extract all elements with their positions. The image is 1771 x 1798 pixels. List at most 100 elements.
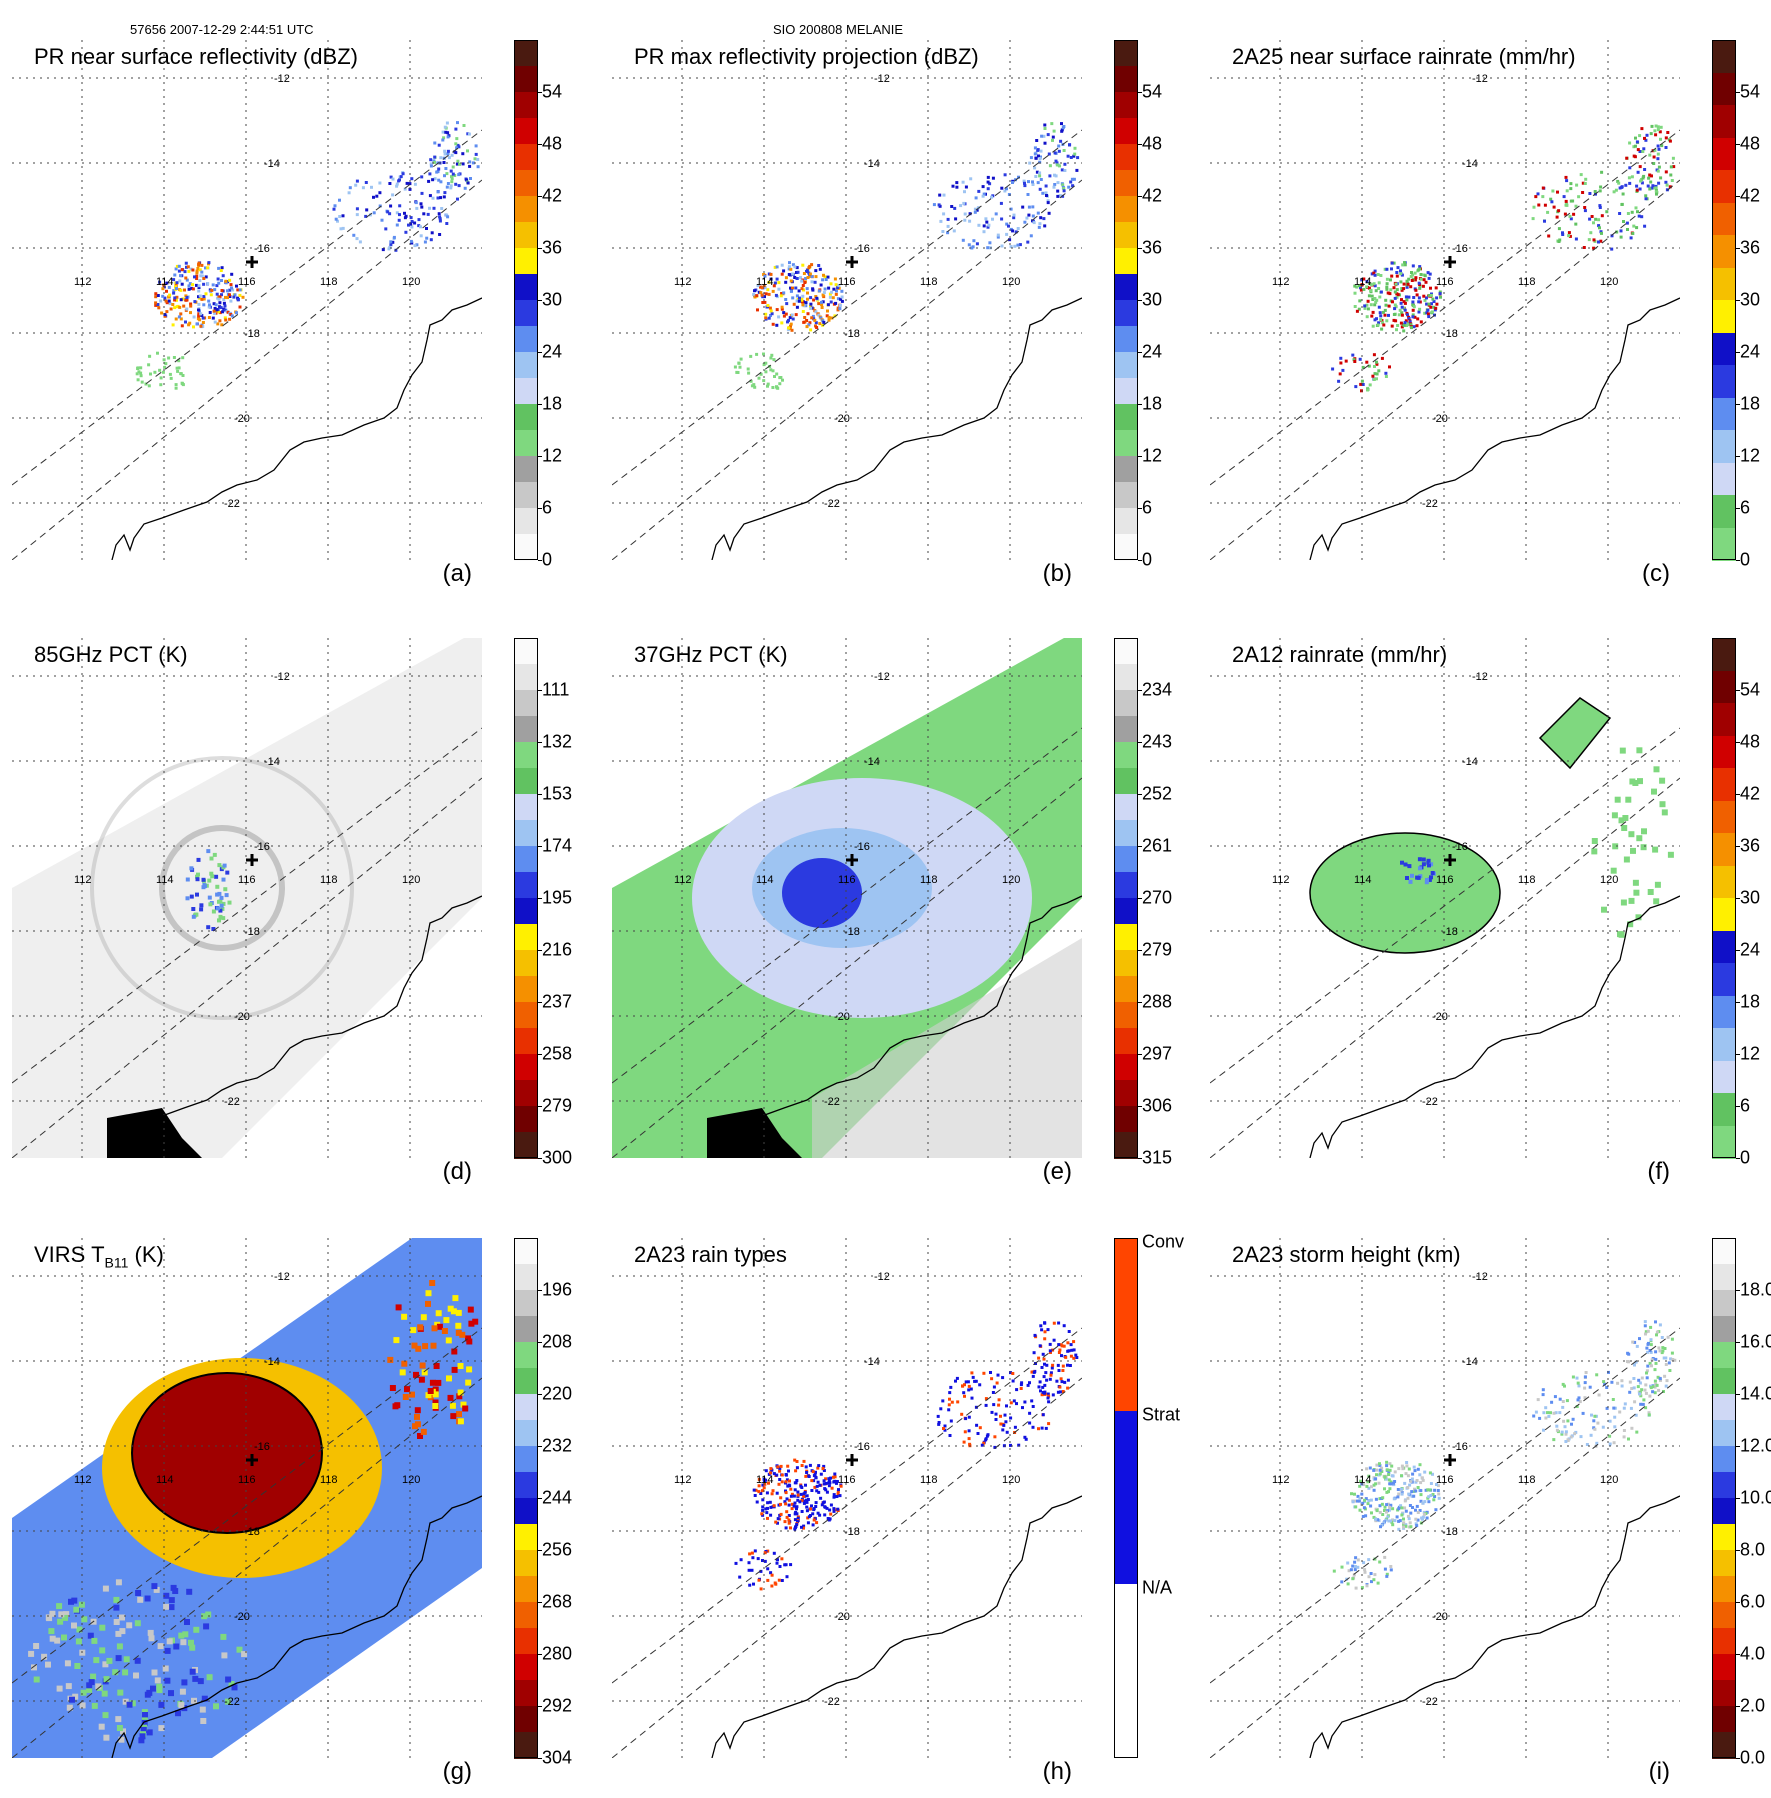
colorbar-segment <box>1712 137 1736 171</box>
colorbar-tick-label: 48 <box>1740 731 1761 752</box>
lat-label: -14 <box>264 1356 280 1368</box>
lon-label: 120 <box>1600 1474 1618 1486</box>
colorbar-segment <box>1114 924 1138 951</box>
colorbar-tick-label: 18.0 <box>1740 1279 1771 1300</box>
colorbar-segment <box>1114 1132 1138 1159</box>
map-canvas: -12-14-16-18-20-22112114116118120122 <box>12 638 482 1158</box>
colorbar-tick-label: 0.0 <box>1740 1747 1766 1768</box>
rainband-northeast <box>1030 1321 1079 1400</box>
storm-core <box>752 1458 843 1531</box>
colorbar-segment <box>1712 898 1736 931</box>
colorbar-segment <box>514 1472 538 1499</box>
colorbar-tick-label: 18 <box>1740 991 1761 1012</box>
colorbar-tick-label: 6 <box>1740 497 1751 518</box>
colorbar-segment <box>514 1290 538 1317</box>
colorbar-tick-label: 42 <box>1142 185 1163 206</box>
colorbar-segment <box>514 924 538 951</box>
colorbar-segment <box>1712 1550 1736 1577</box>
lat-label: -14 <box>864 158 880 170</box>
lon-label: 116 <box>238 276 256 288</box>
lon-label: 114 <box>1354 874 1372 886</box>
panel-title: PR near surface reflectivity (dBZ) <box>34 44 358 69</box>
panel-h: -12-14-16-18-20-221121141161181201222A23… <box>612 1232 1184 1798</box>
rainband-northeast <box>1625 124 1676 201</box>
panel-c: -12-14-16-18-20-221121141161181201222A25… <box>1210 40 1770 600</box>
map-canvas: -12-14-16-18-20-22112114116118120122 <box>12 1238 482 1758</box>
storm-center-marker <box>246 1454 258 1466</box>
colorbar-tick-label: 288 <box>1142 991 1173 1012</box>
map-canvas: -12-14-16-18-20-22112114116118120122 <box>612 40 1082 560</box>
rainband-southwest <box>734 1549 793 1591</box>
colorbar-segment <box>1712 267 1736 301</box>
colorbar-segment <box>1712 1524 1736 1551</box>
core-rain <box>1400 857 1436 885</box>
colorbar-segment <box>514 1628 538 1655</box>
rainband-east <box>936 1371 1051 1449</box>
colorbar-segment <box>1114 638 1138 665</box>
colorbar-segment <box>1712 1060 1736 1094</box>
storm-core <box>752 261 844 332</box>
lat-label: -22 <box>824 1096 840 1108</box>
colorbar-segment <box>514 846 538 873</box>
storm-center-marker <box>1444 854 1456 866</box>
colorbar: 54 48 42 36 30 24 18 12 6 0 <box>1712 638 1760 1168</box>
map-plot: -12-14-16-18-20-22112114116118120122 <box>12 40 482 560</box>
colorbar-segment <box>1114 664 1138 691</box>
lat-label: -22 <box>224 1096 240 1108</box>
rainband-northeast <box>1626 1320 1677 1398</box>
colorbar-tick-label: 279 <box>542 1095 573 1116</box>
map-canvas: -12-14-16-18-20-22112114116118120122 <box>12 40 482 560</box>
lon-label: 118 <box>320 276 338 288</box>
colorbar-segment <box>1114 144 1138 171</box>
lon-label: 116 <box>838 874 856 886</box>
panel-letter: (g) <box>442 1758 472 1785</box>
storm-center-marker <box>1444 1454 1456 1466</box>
colorbar-segment <box>514 768 538 795</box>
colorbar-tick-label: 18 <box>1142 393 1163 414</box>
colorbar-tick-label: 268 <box>542 1591 573 1612</box>
colorbar-segment <box>514 664 538 691</box>
colorbar-segment <box>1114 274 1138 301</box>
map-plot: -12-14-16-18-20-22112114116118120122 <box>612 1238 1082 1758</box>
colorbar-segment <box>1712 105 1736 138</box>
lat-lon-grid <box>12 638 482 1158</box>
colorbar-segment <box>514 638 538 665</box>
colorbar-segment <box>514 326 538 353</box>
map-plot: -12-14-16-18-20-22112114116118120122 <box>612 638 1082 1158</box>
colorbar-tick-label: 14.0 <box>1740 1383 1771 1404</box>
colorbar-tick-label: 48 <box>1740 133 1761 154</box>
storm-center-marker <box>1444 256 1456 268</box>
map-plot: -12-14-16-18-20-22112114116118120122 <box>1210 1238 1680 1758</box>
lat-label: -22 <box>224 1696 240 1708</box>
colorbar-tick-label: 12 <box>1740 1043 1761 1064</box>
colorbar-tick-label: 297 <box>1142 1043 1173 1064</box>
lon-label: 112 <box>74 1474 92 1486</box>
storm-center-marker <box>246 854 258 866</box>
lat-lon-grid <box>612 40 1082 560</box>
lon-label: 114 <box>756 874 774 886</box>
colorbar-segment <box>1712 365 1736 398</box>
lon-label: 112 <box>674 276 692 288</box>
colorbar-segment <box>1114 326 1138 353</box>
lat-label: -14 <box>864 1356 880 1368</box>
colorbar-segment <box>1712 1342 1736 1369</box>
colorbar-tick-label: 292 <box>542 1695 573 1716</box>
lon-label: 114 <box>156 1474 174 1486</box>
colorbar-tick-label: 208 <box>542 1331 573 1352</box>
colorbar-segment <box>514 1446 538 1473</box>
lon-label: 112 <box>1272 276 1290 288</box>
lat-label: -20 <box>1432 1611 1448 1623</box>
colorbar-segment <box>514 1550 538 1577</box>
lat-label: -22 <box>1422 498 1438 510</box>
colorbar-segment <box>1114 950 1138 977</box>
panel-letter: (f) <box>1647 1158 1670 1185</box>
map-plot: -12-14-16-18-20-22112114116118120122 <box>12 638 482 1158</box>
lat-label: -18 <box>844 926 860 938</box>
lon-label: 116 <box>238 874 256 886</box>
lon-label: 112 <box>1272 1474 1290 1486</box>
colorbar-segment <box>514 482 538 509</box>
colorbar-tick-label: 195 <box>542 887 573 908</box>
rainband-southwest <box>733 352 784 390</box>
colorbar-segment <box>1712 1576 1736 1603</box>
colorbar-segment <box>514 872 538 899</box>
